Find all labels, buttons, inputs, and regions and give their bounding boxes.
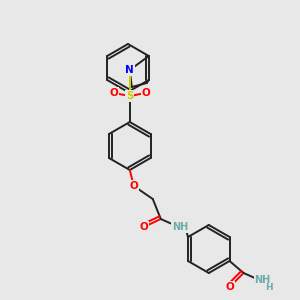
Text: O: O [129, 181, 138, 191]
Text: NH: NH [254, 275, 271, 285]
Text: O: O [225, 282, 234, 292]
Text: H: H [265, 284, 272, 292]
Text: N: N [125, 65, 134, 75]
Text: S: S [126, 91, 134, 101]
Text: NH: NH [172, 222, 188, 232]
Text: O: O [110, 88, 118, 98]
Text: O: O [140, 222, 148, 232]
Text: O: O [141, 88, 150, 98]
